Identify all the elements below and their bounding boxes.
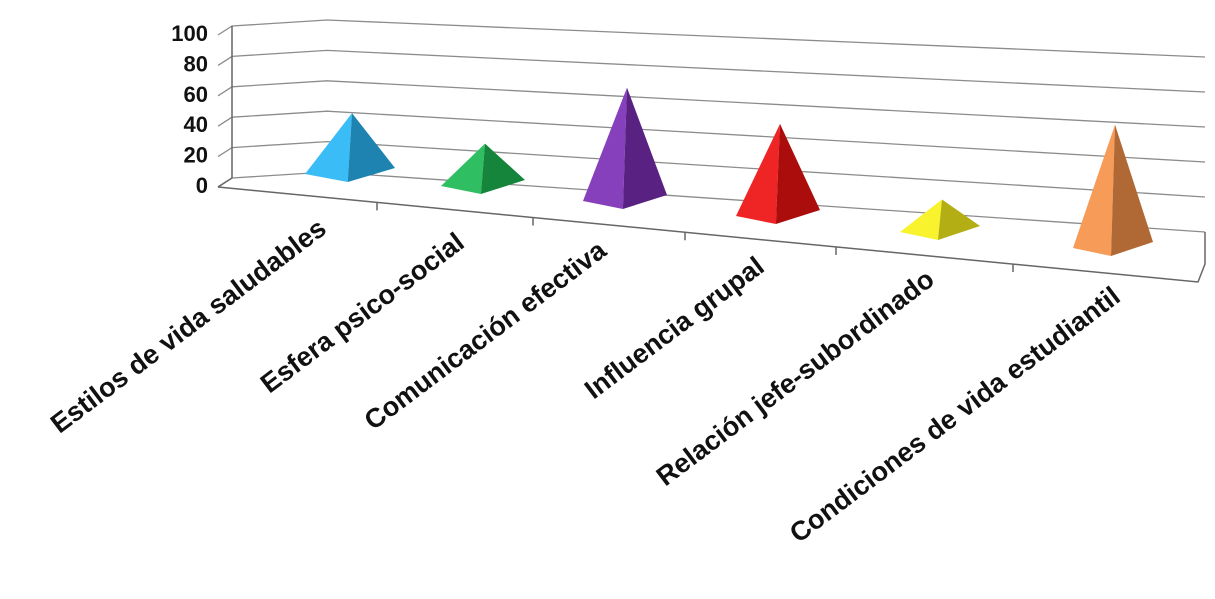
y-axis-tick-labels: 0 20 40 60 80 100 xyxy=(171,21,208,198)
gridline xyxy=(217,49,1206,93)
y-tick-label: 60 xyxy=(184,82,208,107)
y-tick-label: 0 xyxy=(196,173,208,198)
gridline xyxy=(217,80,1206,128)
gridline xyxy=(217,110,1206,163)
gridlines xyxy=(217,19,1206,233)
pyramid-bar xyxy=(1073,124,1153,256)
category-label: Influencia grupal xyxy=(579,251,770,405)
pyramid-bar xyxy=(305,113,395,182)
y-axis-line xyxy=(217,26,233,188)
y-tick-label: 80 xyxy=(184,51,208,76)
x-axis-line xyxy=(217,186,1206,283)
pyramid-bar xyxy=(583,87,667,209)
category-label: Comunicación efectiva xyxy=(359,234,613,436)
pyramid-series xyxy=(305,87,1153,256)
axes xyxy=(217,26,1206,283)
pyramid-bar xyxy=(441,143,525,194)
category-label: Estilos de vida saludables xyxy=(45,213,332,439)
y-tick-label: 20 xyxy=(184,143,208,168)
category-label: Condiciones de vida estudiantil xyxy=(784,281,1126,549)
y-tick-label: 100 xyxy=(171,21,208,46)
pyramid-bar xyxy=(900,199,980,240)
gridline xyxy=(217,19,1206,58)
pyramid-bar xyxy=(736,123,820,224)
y-tick-label: 40 xyxy=(184,112,208,137)
